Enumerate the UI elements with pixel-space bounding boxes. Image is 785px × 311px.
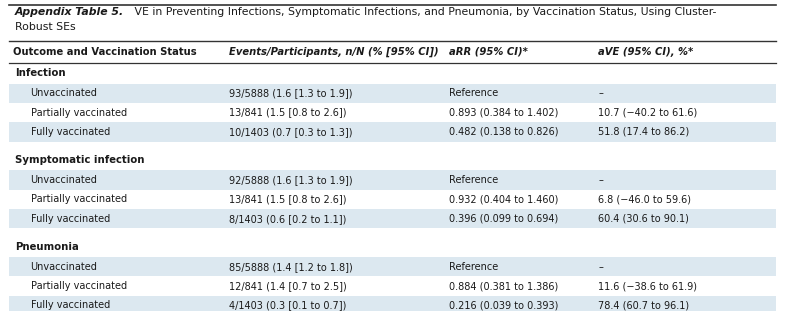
Text: 13/841 (1.5 [0.8 to 2.6]): 13/841 (1.5 [0.8 to 2.6])	[229, 194, 347, 204]
Text: 12/841 (1.4 [0.7 to 2.5]): 12/841 (1.4 [0.7 to 2.5])	[229, 281, 347, 291]
Text: aRR (95% CI)*: aRR (95% CI)*	[449, 47, 528, 57]
Text: Reference: Reference	[449, 88, 498, 98]
Text: aVE (95% CI), %*: aVE (95% CI), %*	[598, 47, 693, 57]
Text: 0.482 (0.138 to 0.826): 0.482 (0.138 to 0.826)	[449, 127, 558, 137]
Bar	[9, 276, 776, 296]
Bar	[9, 170, 776, 190]
Text: 92/5888 (1.6 [1.3 to 1.9]): 92/5888 (1.6 [1.3 to 1.9])	[229, 175, 352, 185]
Bar	[9, 5, 776, 41]
Text: Outcome and Vaccination Status: Outcome and Vaccination Status	[13, 47, 197, 57]
Text: 0.932 (0.404 to 1.460): 0.932 (0.404 to 1.460)	[449, 194, 558, 204]
Text: Fully vaccinated: Fully vaccinated	[31, 300, 110, 310]
Text: 13/841 (1.5 [0.8 to 2.6]): 13/841 (1.5 [0.8 to 2.6])	[229, 108, 347, 118]
Text: 11.6 (−38.6 to 61.9): 11.6 (−38.6 to 61.9)	[598, 281, 697, 291]
Text: Robust SEs: Robust SEs	[15, 22, 75, 32]
Text: 4/1403 (0.3 [0.1 to 0.7]): 4/1403 (0.3 [0.1 to 0.7])	[229, 300, 347, 310]
Text: Appendix Table 5.: Appendix Table 5.	[15, 7, 124, 17]
Text: 51.8 (17.4 to 86.2): 51.8 (17.4 to 86.2)	[598, 127, 689, 137]
Text: Unvaccinated: Unvaccinated	[31, 175, 97, 185]
Bar	[9, 63, 776, 84]
Bar	[9, 41, 776, 63]
Bar	[9, 84, 776, 103]
Text: 10.7 (−40.2 to 61.6): 10.7 (−40.2 to 61.6)	[598, 108, 697, 118]
Text: 78.4 (60.7 to 96.1): 78.4 (60.7 to 96.1)	[598, 300, 689, 310]
Bar	[9, 296, 776, 311]
Text: Events/Participants, n/N (% [95% CI]): Events/Participants, n/N (% [95% CI])	[229, 47, 439, 57]
Bar	[9, 209, 776, 228]
Text: Infection: Infection	[15, 68, 65, 78]
Text: Unvaccinated: Unvaccinated	[31, 262, 97, 272]
Text: 85/5888 (1.4 [1.2 to 1.8]): 85/5888 (1.4 [1.2 to 1.8])	[229, 262, 353, 272]
Text: Pneumonia: Pneumonia	[15, 242, 78, 252]
Text: 8/1403 (0.6 [0.2 to 1.1]): 8/1403 (0.6 [0.2 to 1.1])	[229, 214, 347, 224]
Bar	[9, 122, 776, 142]
Text: –: –	[598, 88, 603, 98]
Bar	[9, 103, 776, 122]
Text: 6.8 (−46.0 to 59.6): 6.8 (−46.0 to 59.6)	[598, 194, 691, 204]
Bar	[9, 257, 776, 276]
Text: VE in Preventing Infections, Symptomatic Infections, and Pneumonia, by Vaccinati: VE in Preventing Infections, Symptomatic…	[131, 7, 717, 17]
Text: 60.4 (30.6 to 90.1): 60.4 (30.6 to 90.1)	[598, 214, 689, 224]
Text: 0.216 (0.039 to 0.393): 0.216 (0.039 to 0.393)	[449, 300, 558, 310]
Bar	[9, 142, 776, 149]
Bar	[9, 149, 776, 170]
Bar	[9, 190, 776, 209]
Text: 0.396 (0.099 to 0.694): 0.396 (0.099 to 0.694)	[449, 214, 558, 224]
Text: Partially vaccinated: Partially vaccinated	[31, 194, 126, 204]
Text: Symptomatic infection: Symptomatic infection	[15, 155, 144, 165]
Bar	[9, 228, 776, 236]
Text: 93/5888 (1.6 [1.3 to 1.9]): 93/5888 (1.6 [1.3 to 1.9])	[229, 88, 352, 98]
Text: Unvaccinated: Unvaccinated	[31, 88, 97, 98]
Text: Fully vaccinated: Fully vaccinated	[31, 214, 110, 224]
Text: Reference: Reference	[449, 175, 498, 185]
Text: 0.884 (0.381 to 1.386): 0.884 (0.381 to 1.386)	[449, 281, 558, 291]
Text: Partially vaccinated: Partially vaccinated	[31, 281, 126, 291]
Text: Partially vaccinated: Partially vaccinated	[31, 108, 126, 118]
Text: –: –	[598, 175, 603, 185]
Text: 10/1403 (0.7 [0.3 to 1.3]): 10/1403 (0.7 [0.3 to 1.3])	[229, 127, 352, 137]
Text: Fully vaccinated: Fully vaccinated	[31, 127, 110, 137]
Text: –: –	[598, 262, 603, 272]
Bar	[9, 236, 776, 257]
Text: Reference: Reference	[449, 262, 498, 272]
Text: 0.893 (0.384 to 1.402): 0.893 (0.384 to 1.402)	[449, 108, 558, 118]
